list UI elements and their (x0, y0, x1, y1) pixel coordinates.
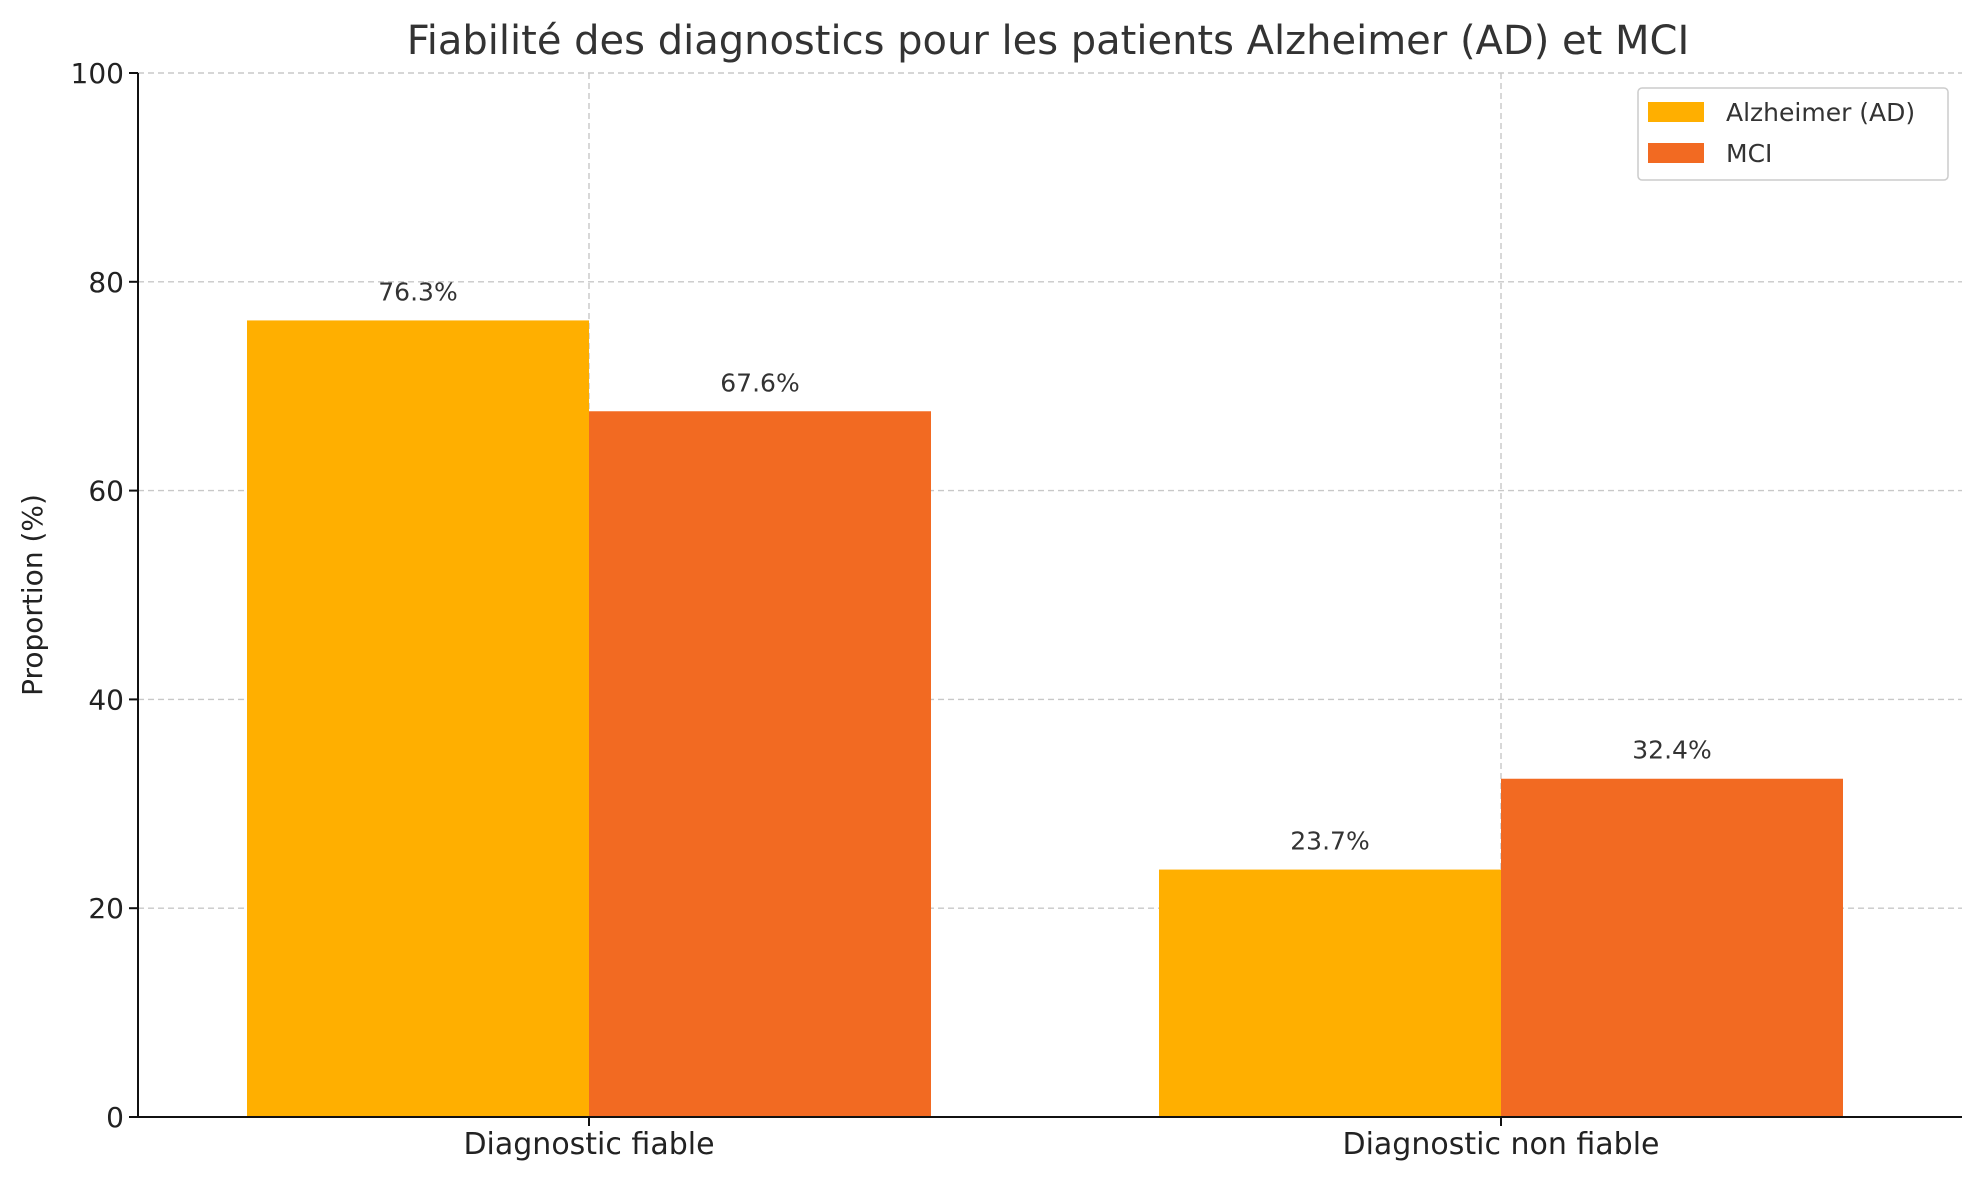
bar (1159, 869, 1501, 1117)
bars (247, 320, 1843, 1118)
data-label: 32.4% (1632, 736, 1711, 765)
y-tick-label: 20 (88, 892, 124, 925)
y-tick-label: 80 (88, 266, 124, 299)
legend-label: Alzheimer (AD) (1726, 98, 1915, 127)
data-labels: 76.3% 67.6% 23.7% 32.4% (378, 277, 1711, 855)
x-tick-label: Diagnostic non fiable (1342, 1127, 1659, 1162)
axes (137, 73, 1962, 1118)
legend-box (1637, 87, 1949, 181)
legend-items: Alzheimer (AD) MCI (1648, 98, 1915, 168)
y-tick-label: 100 (71, 57, 124, 90)
y-axis-title: Proportion (%) (16, 494, 49, 696)
x-tick-label: Diagnostic fiable (463, 1127, 714, 1162)
legend-swatch (1648, 102, 1704, 122)
y-tick-label: 60 (88, 475, 124, 508)
data-label: 67.6% (720, 368, 799, 397)
bar (1501, 778, 1843, 1117)
x-axis-ticks: Diagnostic fiable Diagnostic non fiable (463, 1117, 1660, 1162)
bar (589, 411, 931, 1118)
y-axis-ticks: 0 20 40 60 80 100 (71, 57, 138, 1134)
data-label: 23.7% (1290, 827, 1369, 856)
legend-label: MCI (1726, 139, 1772, 168)
data-label: 76.3% (378, 277, 457, 306)
chart-title: Fiabilité des diagnostics pour les patie… (407, 18, 1690, 64)
legend-swatch (1648, 143, 1704, 163)
bar (247, 320, 589, 1118)
y-tick-label: 0 (106, 1101, 124, 1134)
y-tick-label: 40 (88, 683, 124, 716)
legend: Alzheimer (AD) MCI (1637, 87, 1949, 181)
